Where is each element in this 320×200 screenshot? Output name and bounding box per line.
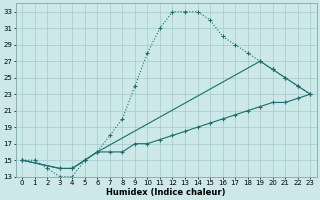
X-axis label: Humidex (Indice chaleur): Humidex (Indice chaleur) [107, 188, 226, 197]
